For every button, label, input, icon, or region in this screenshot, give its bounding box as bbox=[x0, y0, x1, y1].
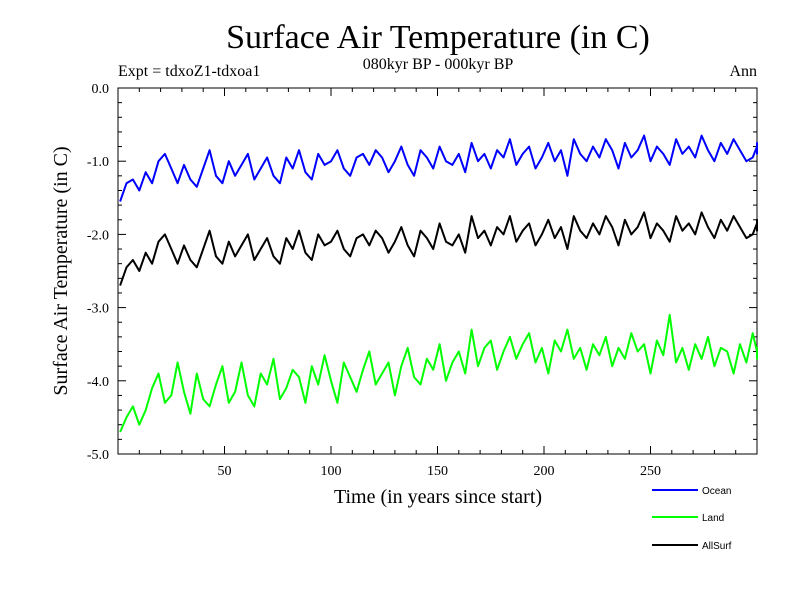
expt-label: Expt = tdxoZ1-tdxoa1 bbox=[118, 63, 260, 80]
legend-label-allsurf: AllSurf bbox=[702, 541, 732, 552]
y-tick-label: -2.0 bbox=[87, 228, 109, 243]
chart-subtitle: 080kyr BP - 000kyr BP bbox=[363, 56, 514, 73]
legend-label-land: Land bbox=[702, 513, 724, 524]
axis-tick-labels: 50 100 150 200 250 0.0 -1.0 -2.0 -3.0 -4.0 -5.0 bbox=[87, 82, 661, 479]
axis-ticks bbox=[118, 88, 757, 454]
x-tick-label: 200 bbox=[534, 464, 555, 479]
series-line-ocean bbox=[119, 134, 758, 202]
series-lines bbox=[119, 134, 758, 433]
y-tick-label: 0.0 bbox=[92, 82, 110, 97]
x-tick-label: 50 bbox=[218, 464, 232, 479]
plot-frame bbox=[117, 87, 758, 455]
x-axis-label: Time (in years since start) bbox=[334, 486, 542, 508]
legend-label-ocean: Ocean bbox=[702, 486, 731, 497]
x-tick-label: 100 bbox=[321, 464, 342, 479]
series-line-land bbox=[119, 313, 758, 433]
x-tick-label: 250 bbox=[640, 464, 661, 479]
chart-title: Surface Air Temperature (in C) bbox=[226, 19, 650, 56]
x-tick-label: 150 bbox=[427, 464, 448, 479]
legend: Ocean Land AllSurf bbox=[652, 486, 732, 552]
y-tick-label: -3.0 bbox=[87, 302, 109, 317]
y-axis-label: Surface Air Temperature (in C) bbox=[50, 146, 72, 395]
season-label: Ann bbox=[729, 63, 757, 80]
y-tick-label: -5.0 bbox=[87, 448, 109, 463]
series-line-allsurf bbox=[119, 211, 758, 286]
y-tick-label: -4.0 bbox=[87, 375, 109, 390]
y-tick-label: -1.0 bbox=[87, 155, 109, 170]
